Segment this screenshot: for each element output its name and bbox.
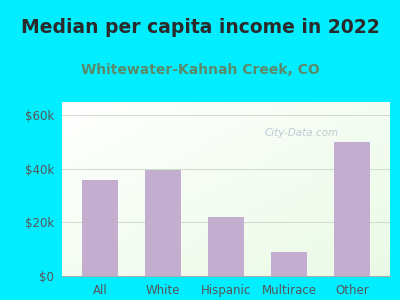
Bar <box>145 170 181 276</box>
Bar <box>208 217 244 276</box>
Text: City-Data.com: City-Data.com <box>264 128 338 138</box>
Bar <box>82 180 118 276</box>
Text: Whitewater-Kahnah Creek, CO: Whitewater-Kahnah Creek, CO <box>81 63 319 77</box>
Bar <box>334 142 370 276</box>
Bar <box>271 252 307 276</box>
Text: Median per capita income in 2022: Median per capita income in 2022 <box>21 18 379 37</box>
